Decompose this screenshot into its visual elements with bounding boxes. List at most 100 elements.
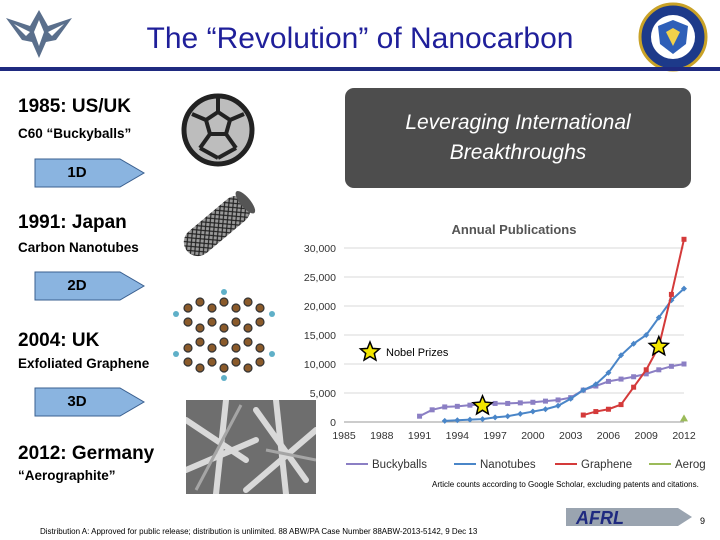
data-point (517, 410, 524, 417)
nanotube-image (172, 186, 262, 266)
x-tick-label: 2009 (635, 430, 659, 442)
star-icon (358, 340, 382, 362)
chart-title: Annual Publications (452, 222, 577, 237)
timeline-1991-sub: Carbon Nanotubes (18, 240, 139, 255)
data-point (492, 400, 498, 406)
data-point (655, 314, 662, 321)
legend-label-graphene: Graphene (581, 459, 632, 471)
x-tick-label: 2003 (559, 430, 583, 442)
slide-title: The “Revolution” of Nanocarbon (146, 22, 574, 55)
data-point (567, 395, 574, 402)
afmc-shield-emblem (636, 2, 710, 72)
graphene-image (168, 288, 278, 382)
timeline-2012-heading: 2012: Germany (18, 443, 155, 464)
data-point (530, 399, 536, 405)
publications-chart: Annual Publications 0 5,000 10,000 15,000 20,… (298, 212, 706, 482)
afrl-logo: AFRL (566, 504, 696, 530)
x-tick-label: 2012 (672, 430, 696, 442)
timeline-1985-sub: C60 “Buckyballs” (18, 126, 132, 141)
timeline-1985-heading: 1985: US/UK (18, 96, 131, 117)
data-point (454, 417, 461, 424)
data-point (417, 413, 423, 419)
data-point (643, 332, 650, 338)
distribution-statement: Distribution A: Approved for public rele… (40, 527, 478, 536)
data-point (542, 406, 549, 413)
y-tick-label: 20,000 (304, 301, 336, 313)
air-force-wings-logo (4, 6, 74, 62)
arrow-2d: 2D (34, 271, 146, 301)
timeline-2004-heading: 2004: UK (18, 330, 100, 351)
data-point (630, 340, 637, 347)
legend-label-nanotubes: Nanotubes (480, 459, 536, 471)
data-point (605, 369, 612, 376)
data-point (656, 367, 662, 373)
slide-number: 9 (700, 516, 706, 526)
data-point (618, 352, 625, 359)
x-tick-label: 1994 (446, 430, 470, 442)
y-tick-label: 15,000 (304, 330, 336, 342)
data-point (442, 404, 448, 410)
data-point (592, 381, 599, 388)
timeline-2012-sub: “Aerographite” (18, 468, 116, 483)
x-tick-label: 1985 (332, 430, 356, 442)
x-tick-label: 2000 (521, 430, 545, 442)
data-point (643, 367, 649, 373)
data-point (555, 397, 561, 403)
timeline-1991-heading: 1991: Japan (18, 212, 127, 233)
chart-svg: Annual Publications 0 5,000 10,000 15,000 20,… (304, 222, 706, 471)
data-point (479, 416, 486, 423)
arrow-1d: 1D (34, 158, 146, 188)
legend-label-aerographite: Aerographite (675, 459, 706, 471)
data-point (681, 236, 687, 242)
data-point (441, 417, 448, 424)
data-point (529, 408, 536, 415)
data-point (593, 409, 599, 415)
x-tick-label: 2006 (597, 430, 621, 442)
title-divider (0, 67, 720, 71)
data-point (618, 402, 624, 408)
data-point (681, 361, 687, 367)
data-point (467, 402, 473, 408)
aerographite-image (183, 397, 319, 497)
x-tick-label: 1988 (370, 430, 394, 442)
arrow-1d-label: 1D (67, 164, 87, 181)
arrow-3d: 3D (34, 387, 146, 417)
data-point (504, 413, 511, 420)
star-icon (647, 334, 671, 357)
data-point (429, 407, 435, 413)
footnote: Article counts according to Google Schol… (432, 480, 699, 489)
arrow-2d-label: 2D (67, 277, 87, 294)
y-tick-label: 10,000 (304, 359, 336, 371)
data-point (505, 400, 511, 406)
star-icon (471, 393, 494, 416)
data-point (466, 416, 473, 423)
data-point (668, 363, 674, 369)
arrow-3d-label: 3D (67, 393, 87, 410)
data-point (668, 291, 674, 297)
timeline-2004-sub: Exfoliated Graphene (18, 356, 150, 371)
data-point (631, 374, 637, 380)
data-point (580, 387, 587, 394)
callout-text: Leveraging International Breakthroughs (405, 111, 631, 164)
data-point (605, 406, 611, 412)
data-point (680, 414, 688, 422)
data-point (517, 400, 523, 406)
data-point (492, 414, 499, 421)
data-point (580, 412, 586, 418)
x-tick-label: 1997 (483, 430, 507, 442)
y-tick-label: 25,000 (304, 272, 336, 284)
y-tick-label: 5,000 (310, 388, 336, 400)
data-point (454, 403, 460, 409)
nobel-prizes-label: Nobel Prizes (386, 347, 449, 359)
data-point (542, 398, 548, 404)
data-point (555, 402, 562, 409)
buckyball-image (178, 92, 258, 168)
callout-box: Leveraging International Breakthroughs (345, 88, 691, 188)
series-line-buckyballs (419, 363, 685, 418)
y-tick-label: 0 (330, 417, 336, 429)
data-point (643, 371, 649, 377)
svg-text:AFRL: AFRL (575, 508, 624, 528)
data-point (631, 384, 637, 390)
data-point (681, 285, 687, 292)
legend-label-buckyballs: Buckyballs (372, 459, 427, 471)
